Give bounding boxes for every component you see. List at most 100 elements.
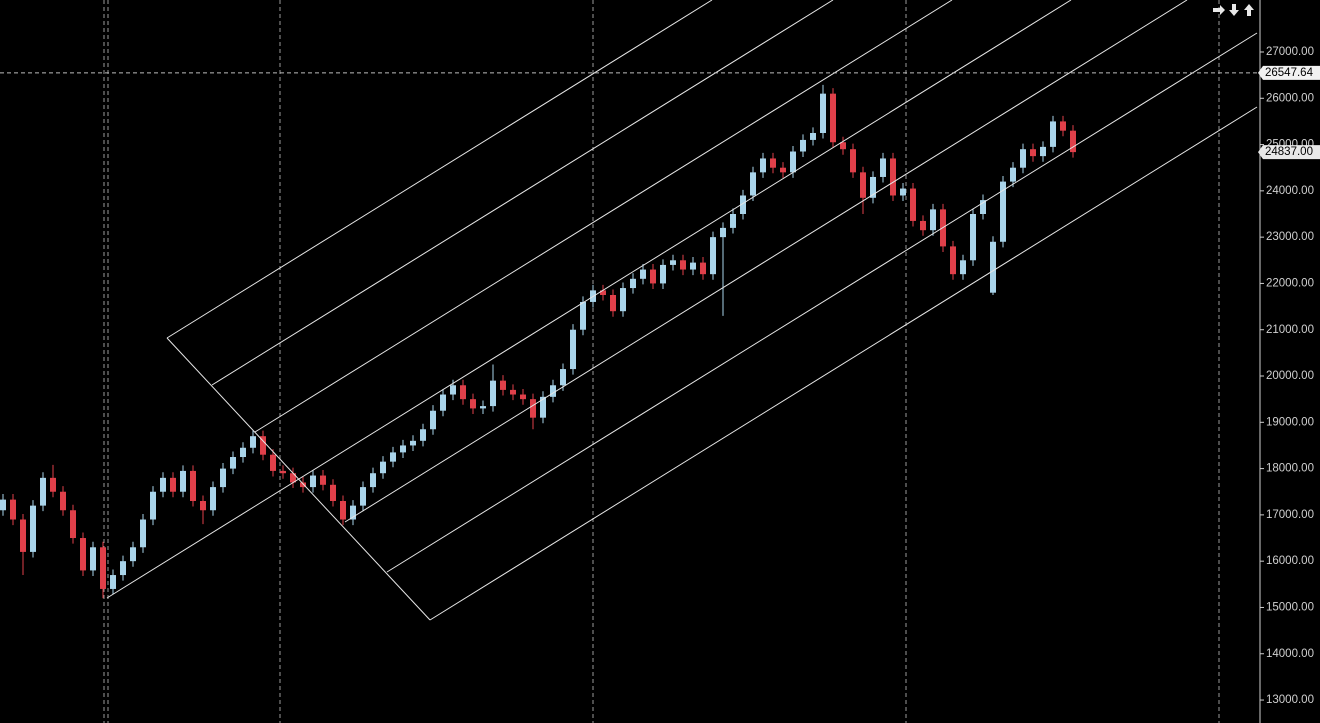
candle-body: [460, 385, 466, 400]
candle-body: [250, 436, 256, 448]
median-line: [106, 0, 1072, 599]
candle-body: [820, 93, 826, 133]
channel-line: [254, 0, 953, 433]
candle-body: [640, 269, 646, 279]
y-tick-label: 13000.00: [1266, 694, 1314, 706]
candle-body: [270, 454, 276, 471]
candle-body: [960, 260, 966, 275]
candle-body: [450, 385, 456, 395]
candle-body: [390, 452, 396, 462]
candle-body: [550, 385, 556, 397]
candle-body: [780, 167, 786, 173]
candle-body: [860, 172, 866, 198]
scroll-up-icon[interactable]: [1244, 4, 1254, 16]
candle-body: [700, 262, 706, 275]
candle-body: [810, 132, 816, 140]
candle-body: [660, 264, 666, 284]
candle-body: [720, 227, 726, 238]
price-axis: 13000.00 14000.00 15000.00 16000.00 17000.00…: [1260, 46, 1314, 706]
candle-body: [900, 188, 906, 196]
candle-body: [890, 158, 896, 196]
time-separators: [103, 0, 1220, 723]
candle-body: [730, 213, 736, 228]
candle-body: [930, 209, 936, 231]
candle-body: [440, 394, 446, 411]
candle-body: [610, 295, 616, 312]
nav-icons[interactable]: [1213, 4, 1254, 16]
candle-body: [80, 538, 86, 571]
candle-body: [530, 399, 536, 418]
candle-body: [10, 499, 16, 520]
channel-line: [429, 106, 1258, 621]
candle-body: [310, 475, 316, 488]
y-tick-label: 22000.00: [1266, 277, 1314, 289]
candle-body: [240, 447, 246, 458]
candle-body: [60, 491, 66, 511]
candle-body: [350, 505, 356, 520]
candle-body: [560, 369, 566, 386]
candle-body: [740, 195, 746, 214]
candle-body: [920, 220, 926, 231]
candle-body: [490, 380, 496, 407]
channel-line: [211, 0, 834, 386]
candle-body: [20, 519, 26, 552]
candle-body: [170, 477, 176, 492]
candle-body: [630, 278, 636, 289]
candle-body: [970, 213, 976, 261]
y-tick-label: 17000.00: [1266, 509, 1314, 521]
pitchfork: [106, 0, 1258, 621]
candle-body: [50, 477, 56, 492]
candle-body: [540, 396, 546, 418]
candle-body: [380, 461, 386, 474]
candle-body: [510, 389, 516, 395]
candle-body: [800, 139, 806, 152]
candle-body: [790, 151, 796, 173]
candles: [0, 84, 1076, 599]
candle-body: [1010, 167, 1016, 182]
price-label: 24837.00: [1265, 146, 1313, 158]
candle-body: [620, 288, 626, 312]
candle-body: [160, 477, 166, 492]
candle-body: [1020, 149, 1026, 168]
y-tick-label: 20000.00: [1266, 370, 1314, 382]
y-tick-label: 26000.00: [1266, 92, 1314, 104]
candle-body: [30, 505, 36, 552]
candle-body: [300, 482, 306, 488]
channel-line: [344, 0, 1188, 523]
candle-body: [1030, 149, 1036, 157]
candle-body: [650, 269, 656, 284]
candle-body: [290, 473, 296, 483]
candle-body: [520, 394, 526, 400]
handle-line: [166, 337, 431, 621]
candle-body: [980, 200, 986, 214]
candle-body: [40, 477, 46, 506]
candle-body: [200, 500, 206, 511]
candle-body: [1040, 146, 1046, 157]
candle-body: [570, 329, 576, 370]
candle-body: [840, 142, 846, 150]
candle-body: [260, 436, 266, 455]
y-tick-label: 14000.00: [1266, 648, 1314, 660]
candle-body: [950, 246, 956, 275]
candle-body: [330, 484, 336, 501]
channel-line: [166, 0, 713, 339]
candle-body: [990, 241, 996, 293]
candle-body: [190, 470, 196, 501]
candle-body: [180, 470, 186, 492]
candle-body: [600, 290, 606, 296]
candle-body: [400, 445, 406, 453]
candle-body: [910, 188, 916, 221]
candle-body: [340, 500, 346, 520]
scroll-down-icon[interactable]: [1229, 4, 1239, 16]
candle-body: [670, 260, 676, 265]
candle-body: [150, 491, 156, 520]
candle-body: [770, 158, 776, 168]
candle-body: [690, 262, 696, 270]
candle-body: [420, 429, 426, 441]
y-tick-label: 21000.00: [1266, 324, 1314, 336]
candle-body: [470, 399, 476, 409]
candle-body: [0, 499, 6, 511]
scroll-right-icon[interactable]: [1213, 5, 1225, 15]
